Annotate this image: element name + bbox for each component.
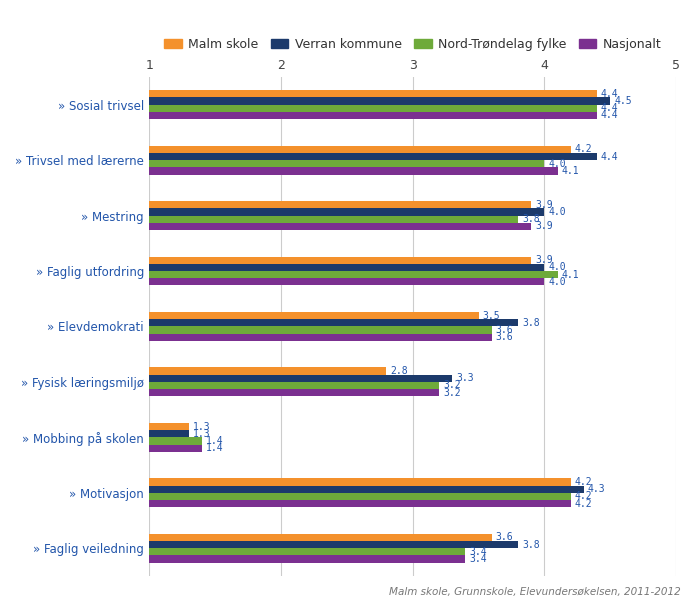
Bar bbox=[149, 209, 544, 215]
Text: 1.4: 1.4 bbox=[206, 436, 224, 446]
Bar bbox=[149, 146, 571, 153]
Text: 4.2: 4.2 bbox=[575, 491, 592, 501]
Text: 4.2: 4.2 bbox=[575, 499, 592, 508]
Text: 4.4: 4.4 bbox=[601, 103, 619, 113]
Text: 3.8: 3.8 bbox=[522, 318, 539, 328]
Bar bbox=[149, 382, 439, 389]
Text: 4.3: 4.3 bbox=[588, 484, 605, 494]
Text: 4.0: 4.0 bbox=[548, 207, 566, 217]
Text: 3.4: 3.4 bbox=[469, 554, 487, 564]
Text: 4.5: 4.5 bbox=[614, 96, 632, 106]
Text: 4.0: 4.0 bbox=[548, 159, 566, 169]
Legend: Malm skole, Verran kommune, Nord-Trøndelag fylke, Nasjonalt: Malm skole, Verran kommune, Nord-Trøndel… bbox=[164, 38, 661, 51]
Bar bbox=[149, 167, 557, 174]
Bar bbox=[149, 548, 466, 555]
Text: 3.6: 3.6 bbox=[496, 332, 514, 343]
Bar bbox=[149, 215, 518, 223]
Bar bbox=[149, 257, 531, 264]
Text: 4.2: 4.2 bbox=[575, 144, 592, 154]
Text: 4.2: 4.2 bbox=[575, 477, 592, 487]
Text: 4.4: 4.4 bbox=[601, 89, 619, 99]
Text: 4.0: 4.0 bbox=[548, 277, 566, 287]
Bar bbox=[149, 105, 597, 112]
Bar bbox=[149, 423, 189, 430]
Bar bbox=[149, 98, 610, 105]
Text: 3.8: 3.8 bbox=[522, 540, 539, 549]
Text: 3.5: 3.5 bbox=[482, 311, 500, 321]
Text: 4.1: 4.1 bbox=[562, 270, 579, 280]
Bar bbox=[149, 319, 518, 326]
Text: 4.1: 4.1 bbox=[562, 166, 579, 176]
Bar bbox=[149, 367, 386, 374]
Bar bbox=[149, 90, 597, 98]
Text: 4.4: 4.4 bbox=[601, 110, 619, 121]
Text: 3.4: 3.4 bbox=[469, 547, 487, 557]
Bar bbox=[149, 153, 597, 160]
Text: 4.0: 4.0 bbox=[548, 262, 566, 273]
Bar bbox=[149, 485, 584, 493]
Bar bbox=[149, 201, 531, 209]
Bar bbox=[149, 278, 544, 285]
Text: 1.4: 1.4 bbox=[206, 443, 224, 453]
Bar bbox=[149, 541, 518, 548]
Text: 3.8: 3.8 bbox=[522, 214, 539, 224]
Bar bbox=[149, 437, 202, 444]
Bar bbox=[149, 389, 439, 396]
Bar bbox=[149, 374, 452, 382]
Text: 1.3: 1.3 bbox=[193, 421, 211, 432]
Text: 2.8: 2.8 bbox=[391, 366, 408, 376]
Text: 3.9: 3.9 bbox=[535, 200, 553, 210]
Text: 3.6: 3.6 bbox=[496, 532, 514, 543]
Text: 3.6: 3.6 bbox=[496, 325, 514, 335]
Bar bbox=[149, 312, 479, 319]
Text: 1.3: 1.3 bbox=[193, 429, 211, 439]
Bar bbox=[149, 534, 491, 541]
Bar bbox=[149, 223, 531, 230]
Bar bbox=[149, 478, 571, 485]
Bar bbox=[149, 160, 544, 167]
Text: 3.9: 3.9 bbox=[535, 221, 553, 232]
Text: Malm skole, Grunnskole, Elevundersøkelsen, 2011-2012: Malm skole, Grunnskole, Elevundersøkelse… bbox=[389, 587, 681, 597]
Text: 4.4: 4.4 bbox=[601, 151, 619, 162]
Bar bbox=[149, 264, 544, 271]
Bar bbox=[149, 333, 491, 341]
Text: 3.2: 3.2 bbox=[443, 388, 461, 398]
Bar bbox=[149, 326, 491, 333]
Bar bbox=[149, 444, 202, 452]
Text: 3.2: 3.2 bbox=[443, 380, 461, 391]
Bar bbox=[149, 493, 571, 500]
Bar bbox=[149, 500, 571, 507]
Bar bbox=[149, 555, 466, 563]
Text: 3.9: 3.9 bbox=[535, 255, 553, 265]
Bar bbox=[149, 112, 597, 119]
Bar bbox=[149, 271, 557, 278]
Bar bbox=[149, 430, 189, 437]
Text: 3.3: 3.3 bbox=[456, 373, 474, 384]
